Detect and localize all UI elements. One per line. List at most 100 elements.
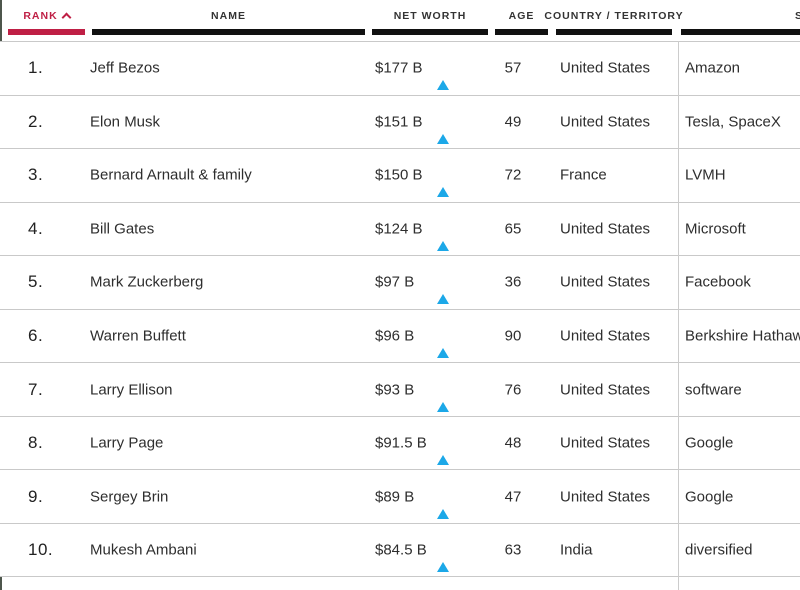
age-cell: 49: [504, 113, 522, 131]
country-cell: India: [560, 541, 593, 559]
networth-cell: $150 B: [375, 166, 423, 184]
source-cell: Microsoft: [685, 220, 746, 238]
column-header-country-label: COUNTRY / TERRITORY: [544, 10, 684, 22]
networth-change-up-icon: [437, 277, 449, 305]
name-cell: Sergey Brin: [90, 488, 169, 506]
networth-cell: $151 B: [375, 113, 423, 131]
source-cell: LVMH: [685, 166, 726, 184]
country-cell: United States: [560, 59, 651, 77]
networth-cell: $124 B: [375, 220, 423, 238]
column-header-rank[interactable]: RANK: [8, 9, 85, 23]
networth-change-up-icon: [437, 170, 449, 198]
column-header-networth-label: NET WORTH: [393, 10, 467, 22]
table-row[interactable]: 1. Jeff Bezos $177 B 57 United States Am…: [0, 42, 800, 96]
country-cell: United States: [560, 381, 651, 399]
networth-cell: $89 B: [375, 488, 415, 506]
country-cell: United States: [560, 434, 651, 452]
header-underline-name: [92, 29, 365, 35]
name-cell: Warren Buffett: [90, 327, 186, 345]
table-row[interactable]: 8. Larry Page $91.5 B 48 United States G…: [0, 416, 800, 471]
country-cell: United States: [560, 273, 651, 291]
name-cell: Larry Ellison: [90, 381, 173, 399]
source-cell: Google: [685, 488, 734, 506]
networth-cell: $93 B: [375, 381, 415, 399]
networth-cell: $84.5 B: [375, 541, 427, 559]
networth-change-up-icon: [437, 491, 449, 519]
networth-change-up-icon: [437, 63, 449, 91]
column-header-name[interactable]: NAME: [92, 9, 365, 23]
networth-cell: $91.5 B: [375, 434, 427, 452]
table-row[interactable]: 2. Elon Musk $151 B 49 United States Tes…: [0, 95, 800, 150]
column-header-source[interactable]: SOURCE: [795, 9, 800, 23]
source-cell: diversified: [685, 541, 753, 559]
networth-cell: $177 B: [375, 59, 423, 77]
source-cell: Google: [685, 434, 734, 452]
table-row[interactable]: 6. Warren Buffett $96 B 90 United States…: [0, 309, 800, 364]
table-header: RANK NAME NET WORTH AGE COUNTRY / TERRIT…: [0, 0, 800, 41]
name-cell: Larry Page: [90, 434, 164, 452]
column-header-networth[interactable]: NET WORTH: [372, 9, 488, 23]
networth-change-up-icon: [437, 331, 449, 358]
table-row[interactable]: 3. Bernard Arnault & family $150 B 72 Fr…: [0, 149, 800, 203]
networth-change-up-icon: [437, 545, 449, 573]
name-cell: Elon Musk: [90, 113, 161, 131]
table-row[interactable]: 7. Larry Ellison $93 B 76 United States …: [0, 363, 800, 417]
column-header-age-label: AGE: [508, 10, 535, 22]
networth-change-up-icon: [437, 116, 449, 144]
age-cell: 63: [504, 541, 522, 559]
column-header-name-label: NAME: [211, 10, 246, 22]
age-cell: 72: [504, 166, 522, 184]
table-body: 1. Jeff Bezos $177 B 57 United States Am…: [0, 42, 800, 578]
header-underline-rank: [8, 29, 85, 35]
country-cell: United States: [560, 488, 651, 506]
rank-cell: 9.: [28, 486, 44, 506]
column-header-rank-label: RANK: [23, 10, 58, 22]
country-cell: France: [560, 166, 607, 184]
name-cell: Mark Zuckerberg: [90, 273, 204, 291]
rank-cell: 4.: [28, 218, 44, 238]
country-cell: United States: [560, 220, 651, 238]
name-cell: Jeff Bezos: [90, 59, 160, 77]
rank-cell: 3.: [28, 165, 44, 185]
country-cell: United States: [560, 113, 651, 131]
age-cell: 76: [504, 381, 522, 399]
table-row[interactable]: 5. Mark Zuckerberg $97 B 36 United State…: [0, 256, 800, 310]
source-column-divider: [678, 41, 679, 590]
header-underline-country: [556, 29, 672, 35]
rank-cell: 2.: [28, 111, 44, 131]
age-cell: 48: [504, 434, 522, 452]
name-cell: Bill Gates: [90, 220, 155, 238]
source-cell: Tesla, SpaceX: [685, 113, 781, 131]
header-underline-age: [495, 29, 548, 35]
source-cell: software: [685, 381, 742, 399]
source-cell: Berkshire Hathaway: [685, 327, 800, 345]
networth-change-up-icon: [437, 438, 449, 466]
column-header-country[interactable]: COUNTRY / TERRITORY: [544, 9, 682, 23]
table-row[interactable]: 10. Mukesh Ambani $84.5 B 63 India diver…: [0, 523, 800, 578]
source-cell: Amazon: [685, 59, 741, 77]
source-cell: Facebook: [685, 273, 751, 291]
rank-cell: 7.: [28, 379, 44, 399]
networth-cell: $96 B: [375, 327, 415, 345]
header-divider: [0, 41, 800, 42]
age-cell: 65: [504, 220, 522, 238]
rank-cell: 1.: [28, 58, 44, 78]
table-row[interactable]: 9. Sergey Brin $89 B 47 United States Go…: [0, 470, 800, 524]
rank-cell: 10.: [28, 540, 54, 560]
age-cell: 90: [504, 327, 522, 345]
age-cell: 36: [504, 273, 522, 291]
header-underline-networth: [372, 29, 488, 35]
column-header-age[interactable]: AGE: [495, 9, 548, 23]
rank-cell: 5.: [28, 272, 44, 292]
age-cell: 47: [504, 488, 522, 506]
rank-cell: 6.: [28, 326, 44, 345]
name-cell: Mukesh Ambani: [90, 541, 197, 559]
networth-cell: $97 B: [375, 273, 415, 291]
header-underline-source: [681, 29, 800, 35]
table-row[interactable]: 4. Bill Gates $124 B 65 United States Mi…: [0, 202, 800, 257]
networth-change-up-icon: [437, 223, 449, 251]
country-cell: United States: [560, 327, 651, 345]
rank-cell: 8.: [28, 433, 44, 453]
age-cell: 57: [504, 59, 522, 77]
